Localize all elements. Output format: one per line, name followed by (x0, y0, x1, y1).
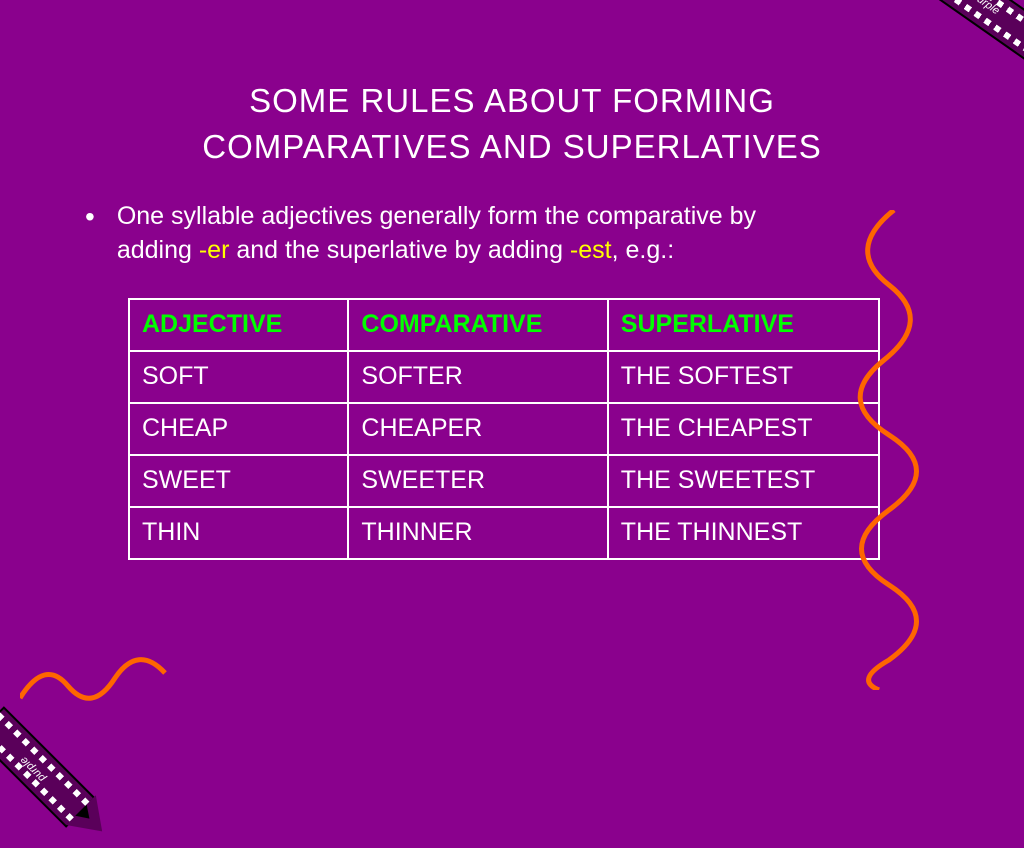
table-row: SOFT SOFTER THE SOFTEST (129, 351, 879, 403)
title-line-1: SOME RULES ABOUT FORMING (249, 82, 775, 119)
bullet-text-mid: and the superlative by adding (229, 236, 570, 264)
bullet-item: • One syllable adjectives generally form… (85, 200, 824, 268)
cell-comparative: CHEAPER (348, 403, 607, 455)
table-row: THIN THINNER THE THINNEST (129, 507, 879, 559)
cell-adjective: THIN (129, 507, 348, 559)
bullet-text: One syllable adjectives generally form t… (117, 200, 824, 268)
col-header-comparative: COMPARATIVE (348, 299, 607, 351)
cell-adjective: SWEET (129, 455, 348, 507)
table-row: SWEET SWEETER THE SWEETEST (129, 455, 879, 507)
table-header-row: ADJECTIVE COMPARATIVE SUPERLATIVE (129, 299, 879, 351)
cell-comparative: THINNER (348, 507, 607, 559)
col-header-adjective: ADJECTIVE (129, 299, 348, 351)
squiggle-top-right (834, 210, 964, 690)
table-row: CHEAP CHEAPER THE CHEAPEST (129, 403, 879, 455)
cell-adjective: CHEAP (129, 403, 348, 455)
squiggle-bottom-left (20, 628, 170, 728)
title-line-2: COMPARATIVES AND SUPERLATIVES (202, 128, 821, 165)
adjectives-table: ADJECTIVE COMPARATIVE SUPERLATIVE SOFT S… (128, 298, 880, 560)
crayon-label: purple (0, 720, 82, 818)
cell-adjective: SOFT (129, 351, 348, 403)
cell-comparative: SWEETER (348, 455, 607, 507)
bullet-marker: • (85, 200, 95, 234)
slide-title: SOME RULES ABOUT FORMING COMPARATIVES AN… (0, 0, 1024, 170)
cell-comparative: SOFTER (348, 351, 607, 403)
bullet-text-post: , e.g.: (612, 236, 675, 264)
bullet-highlight-est: -est (570, 236, 612, 264)
bullet-highlight-er: -er (199, 236, 230, 264)
